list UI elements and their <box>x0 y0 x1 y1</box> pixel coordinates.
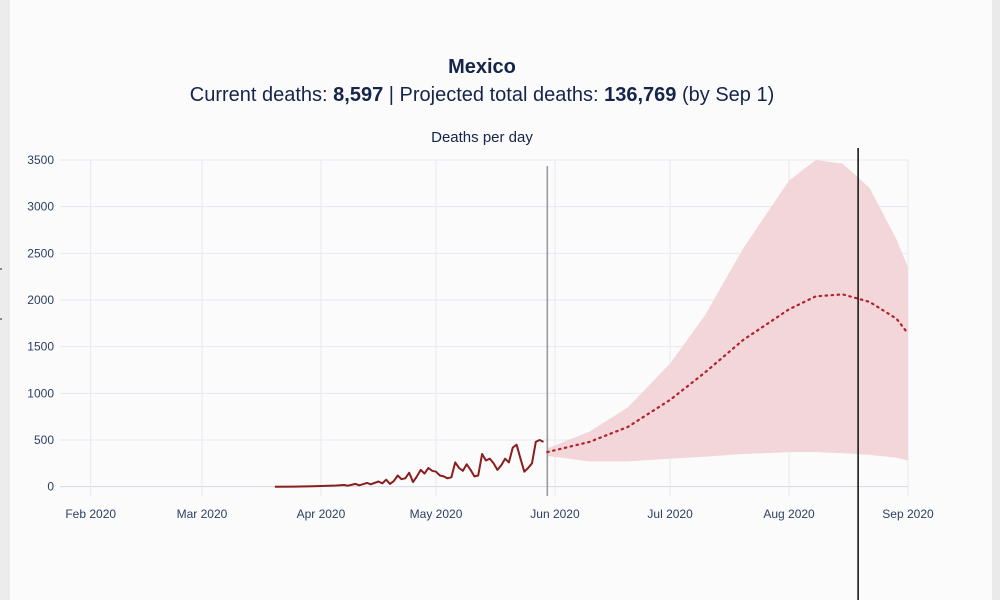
chart-title: Deaths per day <box>431 129 533 146</box>
x-tick-label: May 2020 <box>410 507 463 521</box>
y-tick-label: 1000 <box>27 386 54 400</box>
uncertainty-band <box>547 160 908 462</box>
frame-edge-left <box>0 0 10 600</box>
x-tick-label: Apr 2020 <box>297 507 346 521</box>
x-tick-label: Jun 2020 <box>530 507 580 521</box>
x-axis: Feb 2020 Mar 2020 Apr 2020 May 2020 Jun 2020… <box>65 507 934 521</box>
current-deaths-label: Current deaths: <box>189 84 334 106</box>
projection-date-suffix: (by Sep 1) <box>676 84 775 106</box>
x-tick-label: Aug 2020 <box>763 507 815 521</box>
observed-deaths-line <box>274 439 544 488</box>
projected-deaths-line <box>546 293 910 454</box>
y-tick-label: 1500 <box>27 340 54 354</box>
axis-stub-mark <box>0 318 2 320</box>
axis-stub-mark <box>0 268 2 270</box>
band-layer <box>547 160 908 462</box>
x-tick-label: Feb 2020 <box>65 507 116 521</box>
x-tick-label: Jul 2020 <box>647 507 693 521</box>
projected-deaths-value: 136,769 <box>604 84 677 106</box>
y-tick-label: 0 <box>47 480 54 494</box>
vertical-markers <box>546 148 859 600</box>
projected-deaths-label: | Projected total deaths: <box>383 84 605 106</box>
y-tick-label: 3000 <box>27 200 54 214</box>
gridlines <box>60 159 909 496</box>
y-tick-label: 2000 <box>27 293 54 307</box>
y-tick-label: 3500 <box>27 153 54 167</box>
y-tick-label: 500 <box>34 433 54 447</box>
chart-subtitle: Current deaths: 8,597 | Projected total … <box>0 84 964 107</box>
series-layer <box>274 293 910 488</box>
page-title: Mexico <box>448 56 516 78</box>
current-deaths-value: 8,597 <box>333 84 384 106</box>
frame-edge-right <box>992 0 1000 600</box>
x-tick-label: Sep 2020 <box>882 507 934 521</box>
x-tick-label: Mar 2020 <box>177 507 228 521</box>
y-axis: 0 500 1000 1500 2000 2500 3000 3500 <box>27 153 54 494</box>
y-tick-label: 2500 <box>27 246 54 260</box>
